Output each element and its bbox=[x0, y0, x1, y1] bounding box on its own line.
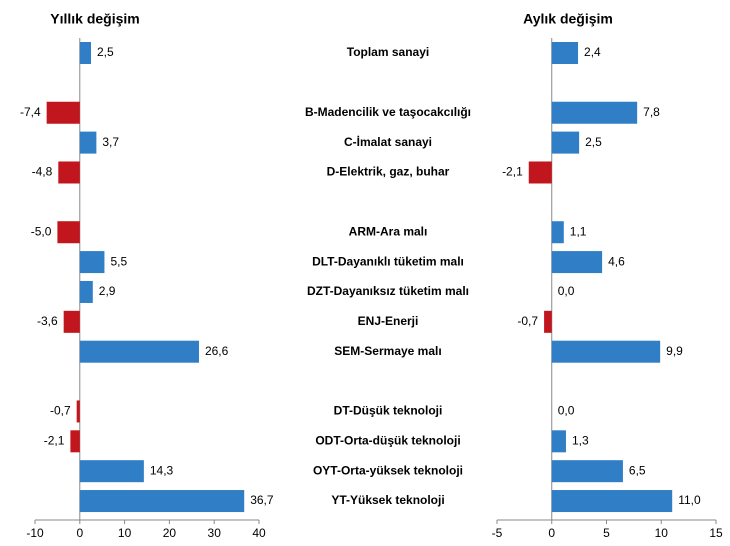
value-label: 2,5 bbox=[97, 45, 114, 59]
x-tick-label: 30 bbox=[208, 526, 222, 540]
category-label: YT-Yüksek teknoloji bbox=[331, 493, 444, 507]
bar bbox=[528, 161, 552, 184]
value-label: 26,6 bbox=[205, 344, 229, 358]
value-label: -3,6 bbox=[37, 314, 58, 328]
bar bbox=[79, 490, 245, 513]
bar bbox=[70, 430, 80, 453]
value-label: -2,1 bbox=[502, 165, 523, 179]
bar bbox=[58, 161, 80, 184]
bar bbox=[551, 490, 673, 513]
bar bbox=[79, 460, 144, 483]
bar bbox=[551, 42, 579, 64]
bar bbox=[551, 131, 580, 154]
bar bbox=[551, 460, 623, 483]
x-tick-label: 0 bbox=[548, 526, 555, 540]
value-label: 3,7 bbox=[102, 135, 119, 149]
value-label: -5,0 bbox=[31, 224, 52, 238]
bar bbox=[79, 42, 91, 64]
category-label: B-Madencilik ve taşocakcılığı bbox=[305, 105, 471, 119]
value-label: 1,3 bbox=[572, 433, 589, 447]
value-label: 0,0 bbox=[558, 284, 575, 298]
category-label: ODT-Orta-düşük teknoloji bbox=[315, 433, 460, 447]
x-tick-label: 10 bbox=[118, 526, 132, 540]
bar bbox=[57, 221, 80, 244]
value-label: 1,1 bbox=[570, 224, 587, 238]
x-tick-label: 0 bbox=[76, 526, 83, 540]
bar bbox=[46, 101, 80, 124]
value-label: 2,9 bbox=[99, 284, 116, 298]
category-label: DT-Düşük teknoloji bbox=[334, 404, 443, 418]
bar bbox=[544, 310, 552, 333]
value-label: 11,0 bbox=[678, 493, 701, 507]
value-label: 6,5 bbox=[629, 463, 646, 477]
category-label: DLT-Dayanıklı tüketim malı bbox=[312, 254, 464, 268]
value-label: 0,0 bbox=[558, 404, 575, 418]
category-label: Toplam sanayi bbox=[347, 45, 429, 59]
value-label: 14,3 bbox=[150, 463, 174, 477]
x-tick-label: 40 bbox=[252, 526, 266, 540]
value-label: -4,8 bbox=[32, 165, 53, 179]
bar bbox=[551, 101, 638, 124]
category-label: C-İmalat sanayi bbox=[344, 134, 432, 149]
bar bbox=[551, 430, 566, 453]
bar bbox=[79, 340, 199, 363]
chart-title: Yıllık değişim bbox=[50, 11, 139, 27]
category-label: D-Elektrik, gaz, buhar bbox=[327, 165, 450, 179]
bar bbox=[63, 310, 80, 333]
x-tick-label: 15 bbox=[709, 526, 723, 540]
bar bbox=[79, 251, 105, 274]
value-label: 5,5 bbox=[110, 254, 127, 268]
bar bbox=[551, 340, 661, 363]
chart-title: Aylık değişim bbox=[523, 11, 613, 27]
x-tick-label: 20 bbox=[163, 526, 177, 540]
category-label: ENJ-Enerji bbox=[358, 314, 419, 328]
value-label: -0,7 bbox=[517, 314, 538, 328]
bar bbox=[76, 400, 80, 423]
x-tick-label: 5 bbox=[603, 526, 610, 540]
value-label: -2,1 bbox=[44, 433, 65, 447]
value-label: 9,9 bbox=[666, 344, 683, 358]
x-tick-label: -5 bbox=[492, 526, 503, 540]
value-label: 7,8 bbox=[643, 105, 660, 119]
category-label: OYT-Orta-yüksek teknoloji bbox=[313, 463, 463, 477]
value-label: 2,5 bbox=[585, 135, 602, 149]
category-label: SEM-Sermaye malı bbox=[334, 344, 441, 358]
value-label: -0,7 bbox=[50, 404, 71, 418]
bar bbox=[79, 280, 93, 303]
x-tick-label: -10 bbox=[26, 526, 44, 540]
bar bbox=[79, 131, 97, 154]
value-label: 4,6 bbox=[608, 254, 625, 268]
x-tick-label: 10 bbox=[655, 526, 669, 540]
value-label: -7,4 bbox=[20, 105, 41, 119]
value-label: 36,7 bbox=[250, 493, 274, 507]
category-label: ARM-Ara malı bbox=[349, 224, 428, 238]
bar bbox=[551, 221, 564, 244]
bar bbox=[551, 251, 603, 274]
value-label: 2,4 bbox=[584, 45, 601, 59]
category-label: DZT-Dayanıksız tüketim malı bbox=[307, 284, 469, 298]
